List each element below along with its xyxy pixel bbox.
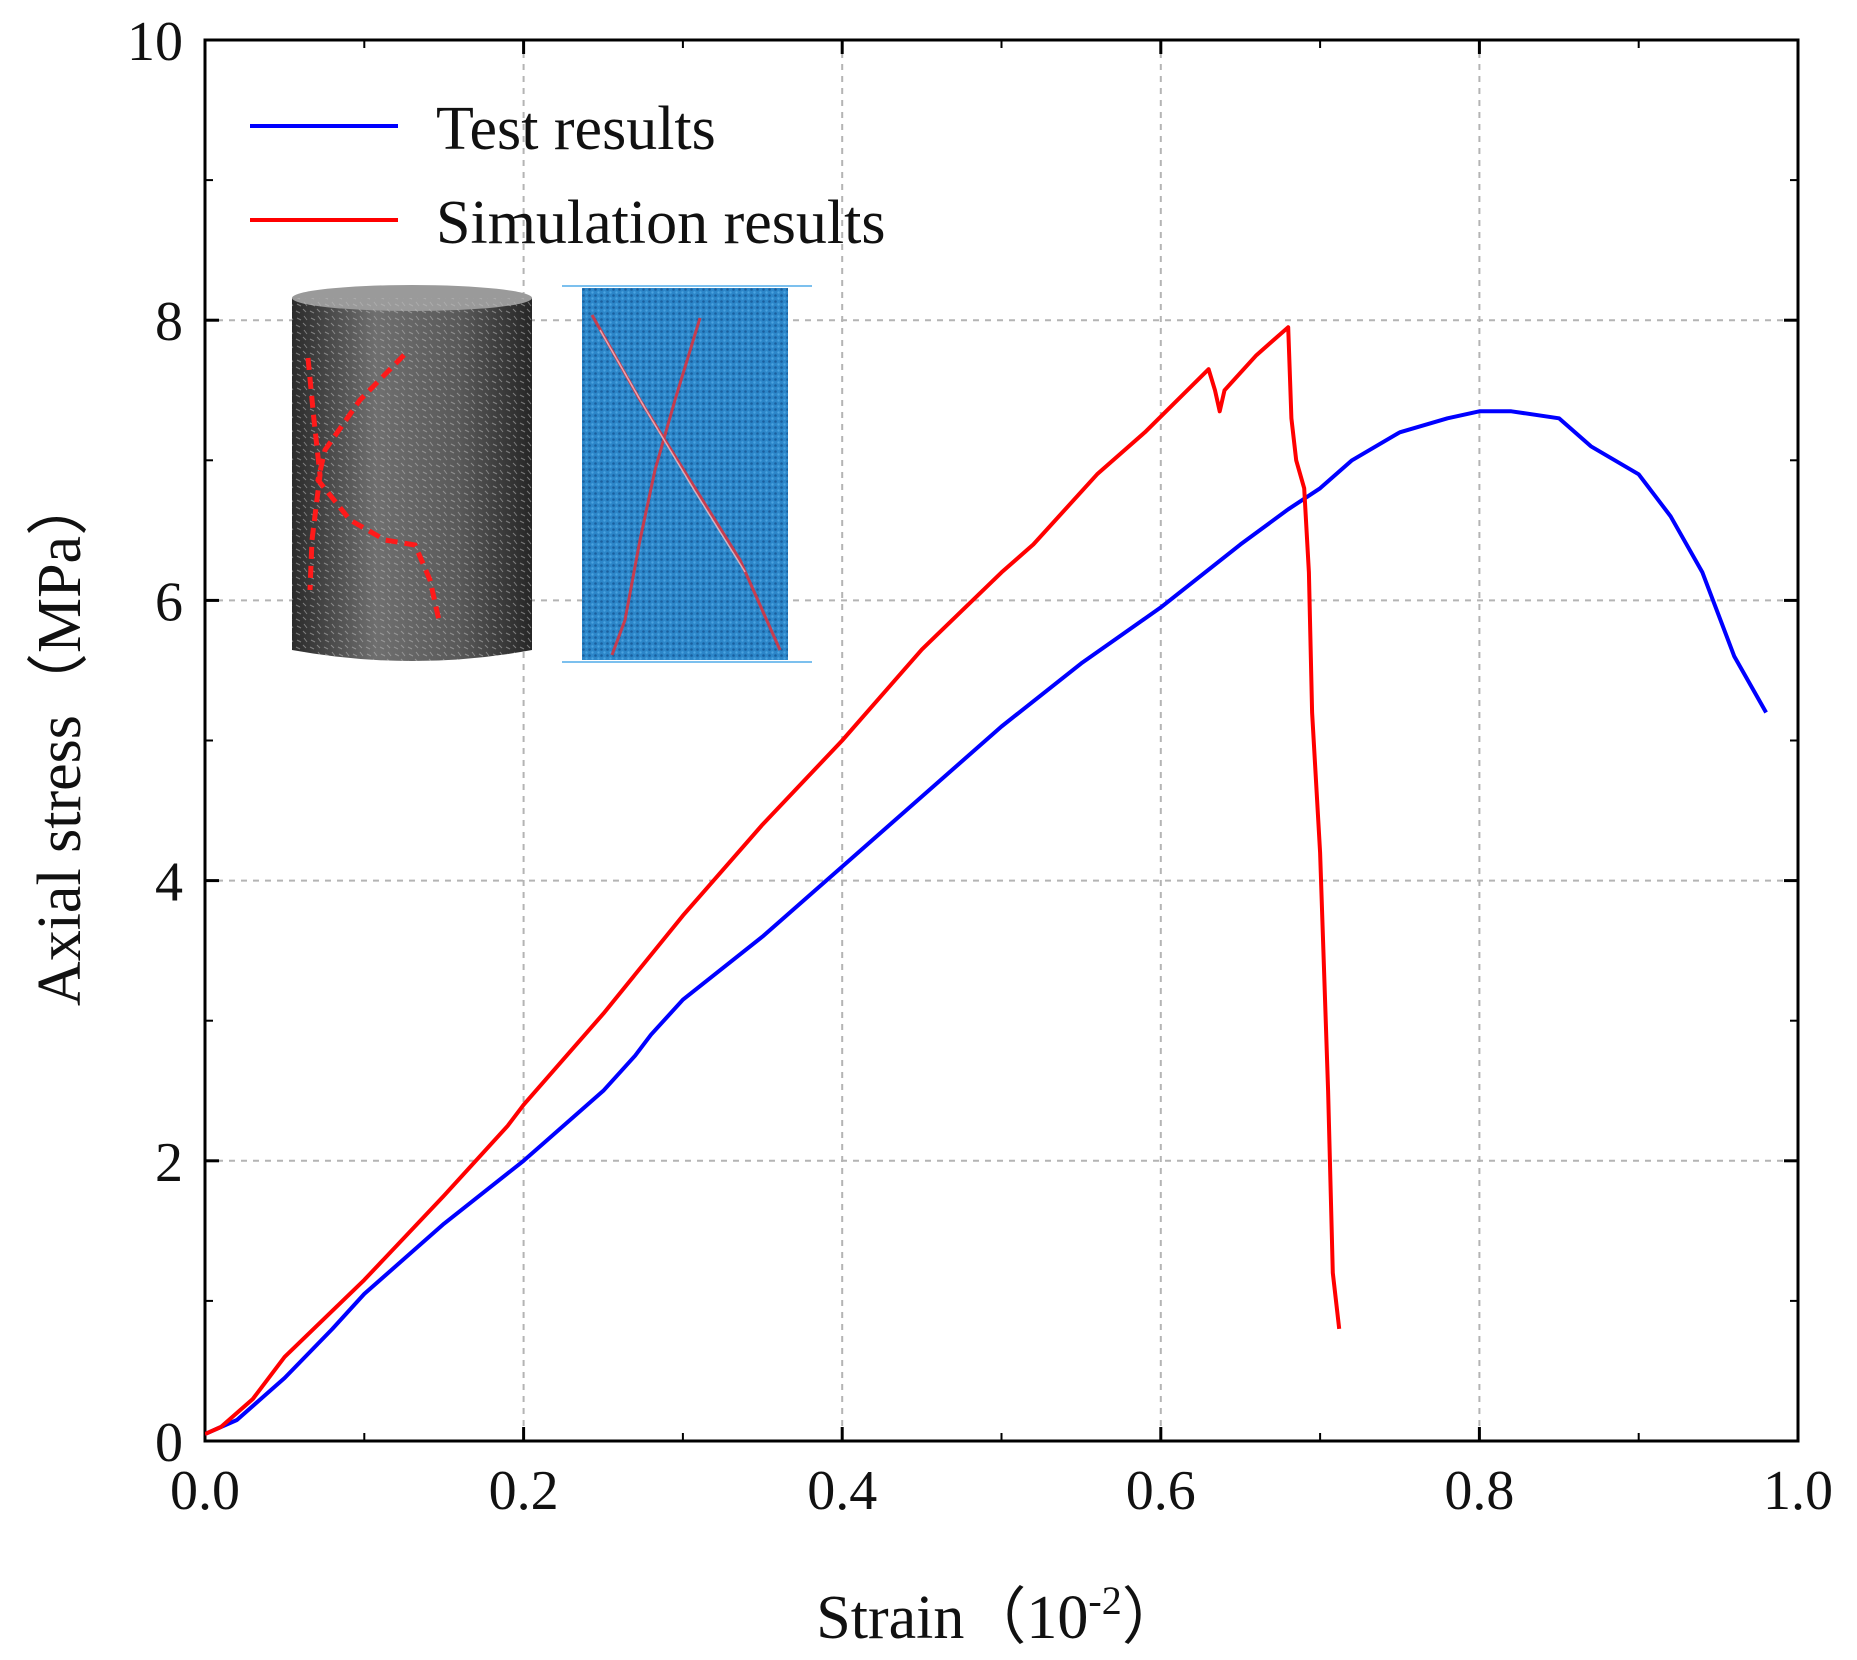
y-tick-label: 6 — [155, 571, 183, 633]
series-line-simulation-results — [205, 325, 1342, 1436]
y-tick-label: 2 — [155, 1132, 183, 1194]
y-tick-label: 8 — [155, 291, 183, 353]
tick-labels: 0.0 0.2 0.4 0.6 0.8 1.0 0 2 4 6 8 10 — [127, 11, 1833, 1522]
y-axis-title: Axial stress（MPa） — [26, 474, 94, 1006]
x-tick-label: 1.0 — [1763, 1460, 1833, 1522]
specimen-photo — [292, 285, 532, 661]
x-tick-label: 0.2 — [489, 1460, 559, 1522]
x-tick-label: 0.6 — [1126, 1460, 1196, 1522]
simulation-model-image — [562, 285, 812, 663]
crack-trace — [305, 353, 443, 626]
y-tick-label: 10 — [127, 11, 183, 73]
legend-label-simulation: Simulation results — [436, 189, 886, 257]
x-tick-label: 0.4 — [807, 1460, 877, 1522]
x-tick-label: 0.0 — [170, 1460, 240, 1522]
legend: Test results Simulation results — [250, 95, 886, 257]
y-tick-label: 4 — [155, 852, 183, 914]
x-axis-title: Strain（10-2） — [816, 1578, 1183, 1652]
axis-ticks — [203, 38, 1800, 1443]
x-tick-label: 0.8 — [1444, 1460, 1514, 1522]
legend-label-test: Test results — [436, 95, 716, 163]
y-tick-label: 0 — [155, 1412, 183, 1474]
series-line-test-results — [205, 409, 1768, 1436]
